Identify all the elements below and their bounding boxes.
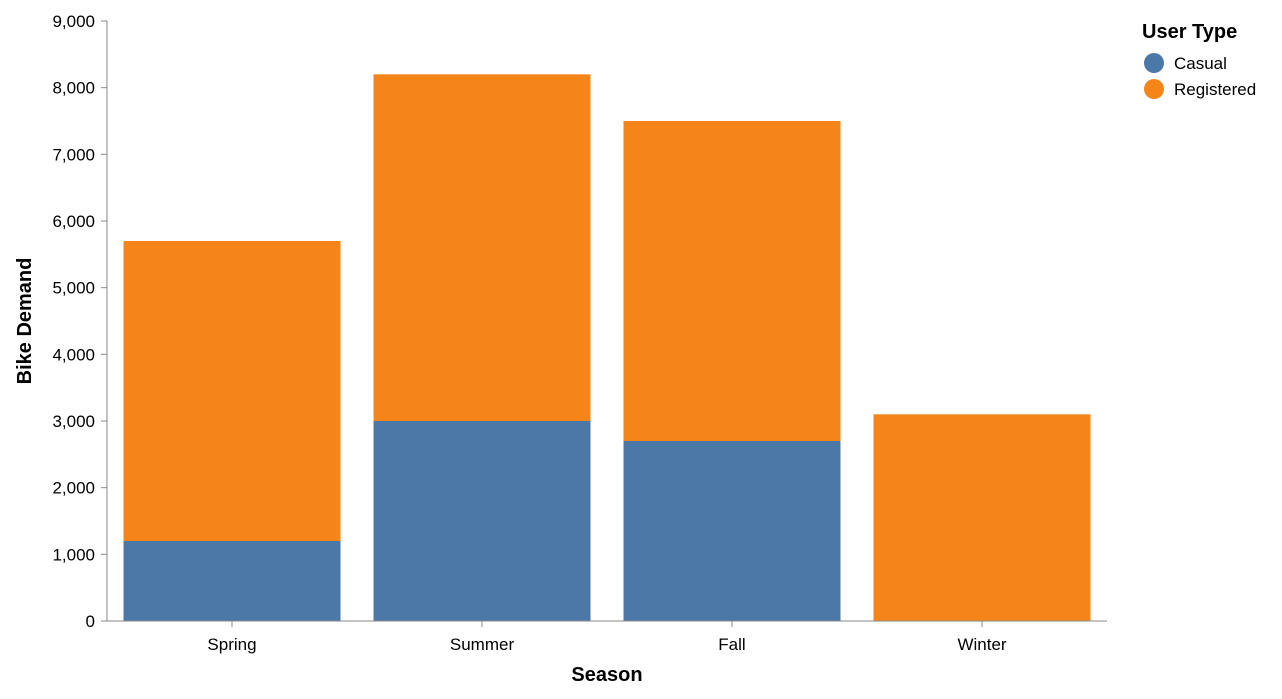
legend-title: User Type <box>1142 21 1237 43</box>
y-tick-label: 0 <box>86 612 95 631</box>
y-tick-label: 1,000 <box>52 545 95 564</box>
x-tick-label-spring: Spring <box>207 635 256 654</box>
bar-spring-registered <box>123 241 341 541</box>
x-tick-label-winter: Winter <box>957 635 1006 654</box>
y-axis: 0 1,000 2,000 3,000 4,000 5,000 6,000 7,000 8,00… <box>52 12 108 631</box>
legend: User Type Casual Registered <box>1142 21 1256 99</box>
y-tick-label: 2,000 <box>52 479 95 498</box>
legend-label: Registered <box>1174 80 1256 99</box>
legend-item-casual: Casual <box>1144 53 1227 73</box>
bar-spring-casual <box>123 541 341 621</box>
y-tick-label: 3,000 <box>52 412 95 431</box>
bar-summer-registered <box>373 74 591 421</box>
y-tick-label: 6,000 <box>52 212 95 231</box>
y-tick-label: 9,000 <box>52 12 95 31</box>
y-tick-label: 5,000 <box>52 279 95 298</box>
legend-swatch <box>1144 79 1164 99</box>
legend-item-registered: Registered <box>1144 79 1256 99</box>
y-tick-label: 8,000 <box>52 79 95 98</box>
bar-summer-casual <box>373 421 591 621</box>
bar-fall-casual <box>623 441 841 621</box>
x-axis-title: Season <box>571 664 642 686</box>
y-tick-label: 7,000 <box>52 145 95 164</box>
x-tick-label-summer: Summer <box>450 635 515 654</box>
x-tick-label-fall: Fall <box>718 635 745 654</box>
bars-layer <box>123 74 1091 621</box>
y-axis-title: Bike Demand <box>14 258 36 385</box>
legend-items: Casual Registered <box>1144 53 1256 99</box>
legend-label: Casual <box>1174 54 1227 73</box>
y-tick-label: 4,000 <box>52 345 95 364</box>
legend-swatch <box>1144 53 1164 73</box>
x-axis: Spring Summer Fall Winter <box>107 620 1107 654</box>
bar-fall-registered <box>623 121 841 441</box>
bar-winter-registered <box>873 414 1091 621</box>
